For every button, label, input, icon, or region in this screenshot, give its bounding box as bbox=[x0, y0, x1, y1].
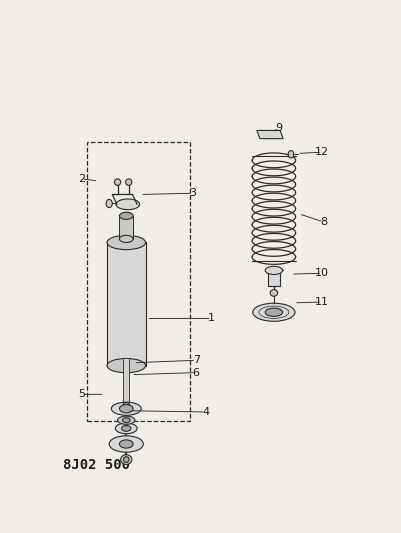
Text: 12: 12 bbox=[315, 147, 329, 157]
Bar bbox=[107, 243, 146, 366]
Text: 9: 9 bbox=[275, 123, 282, 133]
Ellipse shape bbox=[115, 423, 137, 434]
Ellipse shape bbox=[107, 359, 146, 373]
Text: 2: 2 bbox=[78, 174, 85, 184]
Ellipse shape bbox=[106, 199, 112, 208]
Ellipse shape bbox=[123, 418, 130, 423]
Ellipse shape bbox=[288, 150, 294, 158]
Bar bbox=[87, 142, 190, 421]
Ellipse shape bbox=[119, 440, 133, 448]
Ellipse shape bbox=[117, 416, 135, 424]
Text: 8J02 500: 8J02 500 bbox=[63, 458, 130, 472]
Ellipse shape bbox=[114, 179, 121, 185]
Ellipse shape bbox=[116, 199, 140, 209]
Text: 1: 1 bbox=[208, 313, 215, 324]
Text: 6: 6 bbox=[193, 368, 200, 377]
Ellipse shape bbox=[265, 266, 283, 274]
Ellipse shape bbox=[123, 402, 130, 407]
Text: 10: 10 bbox=[315, 268, 329, 278]
Ellipse shape bbox=[126, 179, 132, 185]
Text: 3: 3 bbox=[190, 188, 196, 198]
Bar bbox=[123, 359, 130, 405]
Ellipse shape bbox=[124, 457, 129, 463]
Ellipse shape bbox=[121, 455, 132, 465]
Ellipse shape bbox=[111, 402, 141, 415]
Ellipse shape bbox=[107, 236, 146, 249]
Text: 11: 11 bbox=[315, 297, 329, 307]
Ellipse shape bbox=[253, 303, 295, 321]
Ellipse shape bbox=[109, 436, 144, 452]
Ellipse shape bbox=[119, 405, 133, 413]
Text: 7: 7 bbox=[192, 356, 200, 365]
Text: 8: 8 bbox=[320, 217, 327, 227]
Ellipse shape bbox=[270, 290, 277, 296]
Polygon shape bbox=[257, 131, 283, 139]
Bar bbox=[119, 216, 133, 239]
Ellipse shape bbox=[119, 212, 133, 220]
Text: 4: 4 bbox=[202, 407, 209, 417]
Ellipse shape bbox=[122, 425, 131, 431]
Polygon shape bbox=[265, 270, 283, 286]
Ellipse shape bbox=[265, 308, 283, 317]
Text: 5: 5 bbox=[78, 389, 85, 399]
Ellipse shape bbox=[119, 236, 133, 243]
